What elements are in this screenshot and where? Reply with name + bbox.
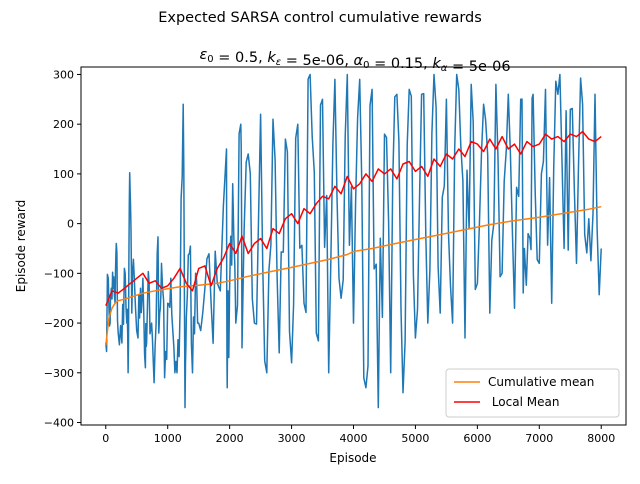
- y-tick-label: −400: [44, 417, 74, 430]
- legend-label: Local Mean: [488, 395, 559, 409]
- chart-suptitle: Expected SARSA control cumulative reward…: [158, 10, 482, 26]
- x-axis-label: Episode: [329, 451, 376, 465]
- y-tick-label: −100: [44, 267, 74, 280]
- legend-box: [445, 368, 620, 418]
- x-tick-label: 5000: [401, 432, 429, 445]
- x-tick-label: 8000: [587, 432, 615, 445]
- series-line-local-mean: [105, 130, 602, 306]
- x-axis: 0 1000 2000 3000 4000 5000 6000 7000 8000: [102, 425, 615, 445]
- legend-label: Cumulative mean: [488, 375, 594, 389]
- x-tick-label: 7000: [525, 432, 553, 445]
- series-line-episode-reward: [105, 73, 602, 409]
- series-line-cumulative-mean: [105, 205, 602, 346]
- x-tick-label: 4000: [340, 432, 368, 445]
- y-tick-label: 0: [67, 218, 74, 231]
- x-tick-label: 1000: [154, 432, 182, 445]
- y-tick-label: −300: [44, 367, 74, 380]
- y-tick-label: 100: [53, 168, 74, 181]
- x-tick-label: 3000: [278, 432, 306, 445]
- y-tick-label: −200: [44, 317, 74, 330]
- y-axis: −400 −300 −200 −100 0 100 200 300: [44, 68, 81, 430]
- y-tick-label: 200: [53, 118, 74, 131]
- x-tick-label: 0: [102, 432, 109, 445]
- x-tick-label: 2000: [216, 432, 244, 445]
- plot-area: [105, 73, 602, 409]
- chart-title: ε0 = 0.5, kε = 5e-06, α0 = 0.15, kα = 5e…: [199, 47, 510, 75]
- legend: Cumulative mean Local Mean: [445, 368, 620, 418]
- x-tick-label: 6000: [463, 432, 491, 445]
- y-axis-label: Episode reward: [14, 200, 28, 293]
- y-tick-label: 300: [53, 68, 74, 81]
